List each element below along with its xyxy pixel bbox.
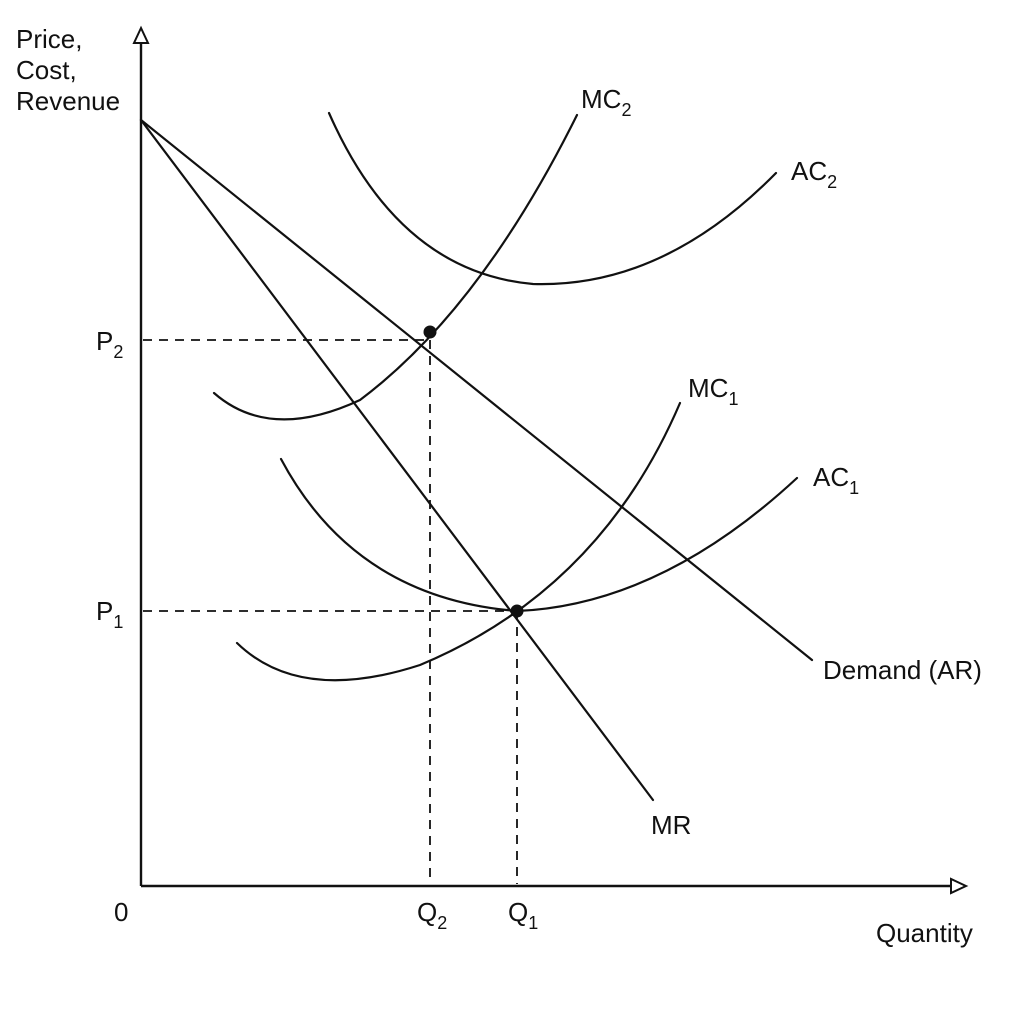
y-axis-label-line-2: Cost, <box>16 55 77 85</box>
mr-curve <box>139 118 655 802</box>
ac2-label: AC2 <box>791 156 837 192</box>
quantity-tick-q1: Q1 <box>508 897 538 933</box>
mc1-label-base: MC <box>688 373 728 403</box>
ac2-curve <box>327 111 778 286</box>
price-tick-p2-base: P <box>96 326 113 356</box>
demand-label: Demand (AR) <box>823 655 982 685</box>
price-tick-p2: P2 <box>96 326 123 362</box>
mc2-label-base: MC <box>581 84 621 114</box>
x-axis-label: Quantity <box>876 918 973 948</box>
x-axis-arrowhead <box>950 877 969 895</box>
price-tick-p1: P1 <box>96 596 123 632</box>
y-axis-label-line-3: Revenue <box>16 86 120 116</box>
ac1-label: AC1 <box>813 462 859 498</box>
price-tick-p2-sub: 2 <box>113 342 123 362</box>
ac2-label-sub: 2 <box>827 172 837 192</box>
quantity-tick-q1-base: Q <box>508 897 528 927</box>
ac1-curve <box>279 457 799 613</box>
ac1-label-base: AC <box>813 462 849 492</box>
equilibrium-point-2 <box>423 325 437 339</box>
ac1-label-sub: 1 <box>849 478 859 498</box>
ac2-label-base: AC <box>791 156 827 186</box>
mc2-label-sub: 2 <box>621 100 631 120</box>
quantity-tick-q2-sub: 2 <box>437 913 447 933</box>
price-tick-p1-base: P <box>96 596 113 626</box>
quantity-tick-q2-base: Q <box>417 897 437 927</box>
quantity-tick-q1-sub: 1 <box>528 913 538 933</box>
origin-label: 0 <box>114 897 128 927</box>
mr-label: MR <box>651 810 691 840</box>
quantity-tick-q2: Q2 <box>417 897 447 933</box>
mc1-curve <box>235 401 682 682</box>
demand-curve <box>139 118 814 662</box>
price-tick-p1-sub: 1 <box>113 612 123 632</box>
y-axis-label-line-1: Price, <box>16 24 82 54</box>
mc2-label: MC2 <box>581 84 631 120</box>
equilibrium-point-1 <box>510 604 524 618</box>
mc1-label-sub: 1 <box>728 389 738 409</box>
mc2-curve <box>212 113 579 421</box>
y-axis-arrowhead <box>132 25 150 44</box>
y-axis-label: Price, Cost, Revenue <box>16 24 120 116</box>
mc1-label: MC1 <box>688 373 738 409</box>
